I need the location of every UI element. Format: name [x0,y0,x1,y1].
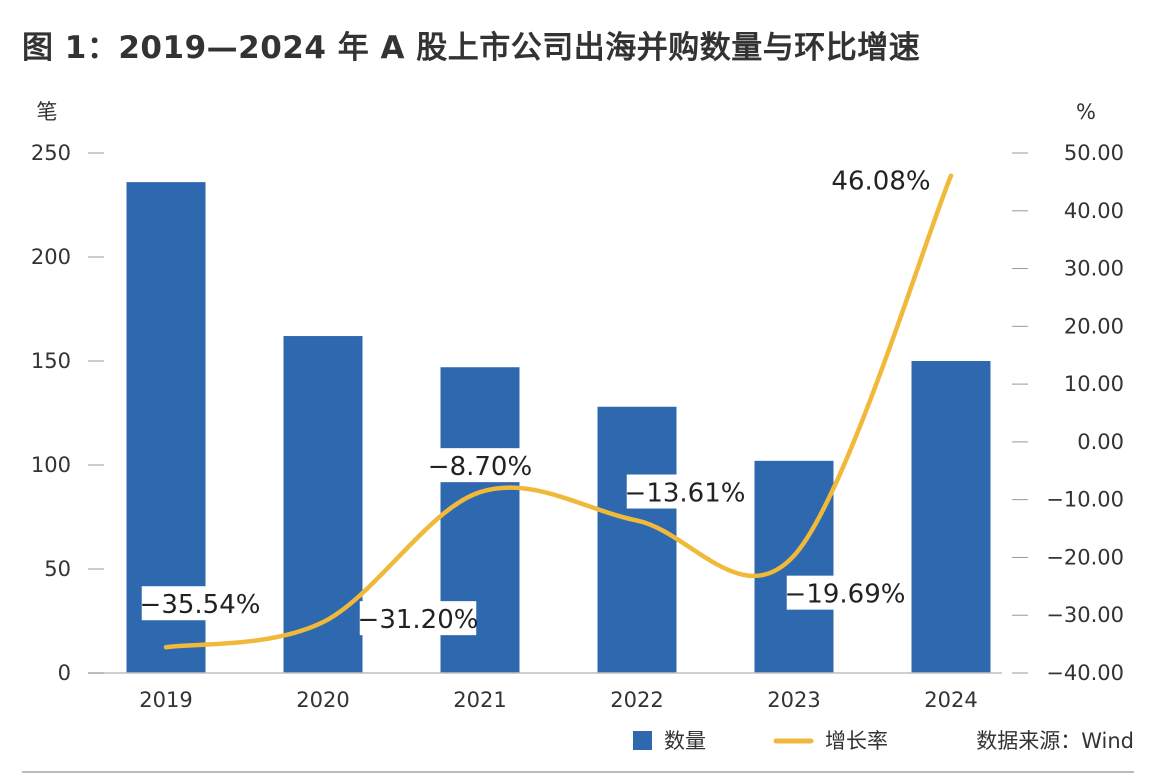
x-tick-label: 2019 [139,688,192,712]
x-tick-label: 2024 [924,688,977,712]
right-tick-label: −30.00 [1046,603,1124,627]
right-tick-label: 0.00 [1077,430,1124,454]
right-tick-label: 10.00 [1064,372,1124,396]
left-tick-label: 200 [31,245,71,269]
data-label-bg [359,601,477,636]
right-tick-label: 40.00 [1064,199,1124,223]
data-label-2022: −13.61% [625,479,746,509]
bar-2024 [911,361,991,673]
data-label-bg [429,448,531,483]
bar-2022 [597,406,677,673]
x-tick-label: 2021 [453,688,506,712]
right-tick-label: −20.00 [1046,545,1124,569]
left-tick-label: 100 [31,453,71,477]
data-label-2024: 46.08% [831,167,930,197]
data-label-2020: −31.20% [358,605,479,635]
bottom-divider [22,771,1134,773]
legend-line-label: 增长率 [825,729,888,753]
right-tick-label: 30.00 [1064,257,1124,281]
bar-2020 [283,336,363,673]
right-tick-label: −40.00 [1046,661,1124,685]
data-label-2019: −35.54% [140,590,261,620]
left-tick-label: 50 [44,557,71,581]
data-label-bg [830,162,932,197]
right-axis-unit: % [1076,100,1096,124]
x-tick-label: 2022 [610,688,663,712]
right-tick-label: 20.00 [1064,314,1124,338]
left-tick-label: 250 [31,141,71,165]
bar-2023 [754,460,834,673]
left-tick-label: 0 [58,661,71,685]
data-label-bg [626,474,744,509]
right-tick-label: −10.00 [1046,488,1124,512]
left-tick-label: 150 [31,349,71,373]
data-label-2023: −19.69% [785,580,906,610]
x-tick-label: 2023 [767,688,820,712]
x-tick-label: 2020 [296,688,349,712]
data-label-2021: −8.70% [428,452,532,482]
source-note: 数据来源：Wind [976,729,1134,753]
legend-bar-label: 数量 [664,729,706,753]
page-title: 图 1：2019—2024 年 A 股上市公司出海并购数量与环比增速 [22,30,921,66]
legend-bar-swatch [633,731,652,750]
data-label-bg [786,575,904,610]
data-label-bg [141,586,259,621]
right-tick-label: 50.00 [1064,141,1124,165]
left-axis-unit: 笔 [37,100,58,124]
